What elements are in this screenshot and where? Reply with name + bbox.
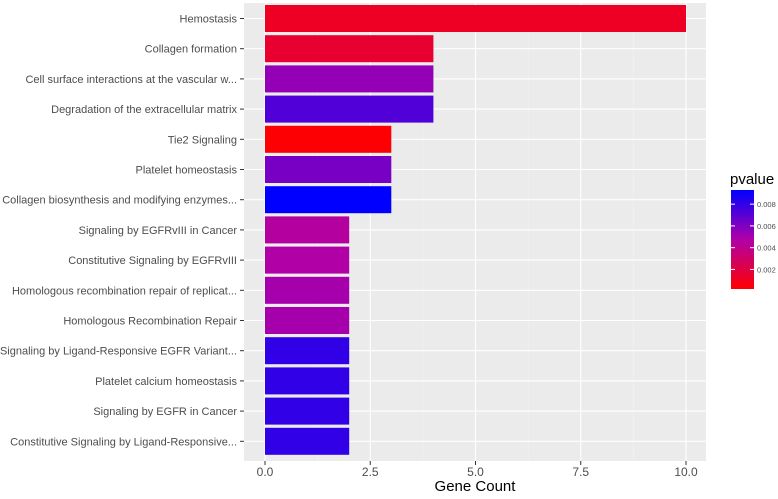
bar [265,5,686,32]
bar [265,125,392,153]
legend-title: pvalue [730,171,774,188]
pvalue-legend: pvalue 0.002 0.004 0.006 0.008 [730,171,776,289]
category-label: Platelet homeostasis [136,165,238,177]
bar [265,186,392,214]
category-label: Constitutive Signaling by EGFRvIII [68,255,237,267]
x-tick-label: 7.5 [572,465,589,479]
bar [265,337,350,365]
bar [265,397,350,425]
category-label: Cell surface interactions at the vascula… [25,74,237,86]
x-tick-label: 2.5 [362,465,379,479]
category-label: Degradation of the extracellular matrix [51,104,237,116]
legend-tick-label: 0.006 [757,222,776,231]
bar [265,427,350,455]
bar [265,367,350,395]
legend-ticks: 0.002 0.004 0.006 0.008 [731,200,776,274]
bar [265,95,434,123]
x-axis-title: Gene Count [435,478,517,495]
category-label: Tie2 Signaling [168,134,237,146]
legend-colorbar [731,190,754,289]
category-label: Collagen biosynthesis and modifying enzy… [2,195,237,207]
x-axis-ticks: 0.0 2.5 5.0 7.5 10.0 [257,461,698,479]
bar [265,35,434,63]
bar [265,246,350,274]
x-tick-label: 0.0 [257,465,274,479]
category-label: Homologous recombination repair of repli… [12,285,237,297]
bar [265,307,350,334]
x-tick-label: 10.0 [674,465,698,479]
bar [265,156,392,183]
legend-tick-label: 0.008 [757,200,776,209]
category-labels: Hemostasis Collagen formation Cell surface… [0,14,244,448]
category-label: Signaling by EGFRvIII in Cancer [79,225,238,237]
bar [265,216,350,244]
bar [265,276,350,304]
legend-tick-label: 0.004 [757,244,776,253]
category-label: Signaling by Ligand-Responsive EGFR Vari… [0,346,237,358]
legend-tick-label: 0.002 [757,265,776,274]
category-label: Signaling by EGFR in Cancer [93,406,237,418]
bars [265,5,686,455]
category-label: Collagen formation [145,44,237,56]
x-tick-label: 5.0 [467,465,484,479]
category-label: Hemostasis [180,14,238,26]
bar [265,65,434,93]
category-label: Homologous Recombination Repair [63,316,237,328]
category-label: Platelet calcium homeostasis [95,376,237,388]
category-label: Constitutive Signaling by Ligand-Respons… [10,436,237,448]
